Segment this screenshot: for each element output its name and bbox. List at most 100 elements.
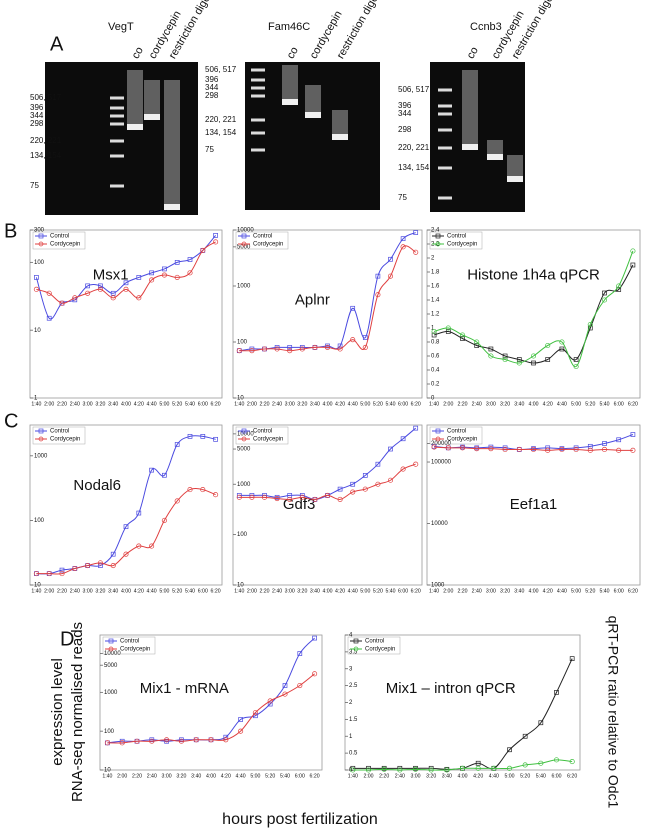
- y-tick-label: 1.5: [349, 717, 358, 723]
- x-tick-label: 1:40: [31, 588, 41, 594]
- plot-frame: [232, 424, 423, 586]
- data-point: [431, 444, 437, 450]
- data-point: [516, 357, 522, 362]
- data-point: [312, 344, 318, 350]
- x-tick-label: 4:00: [457, 773, 467, 779]
- data-point: [502, 353, 508, 359]
- data-point: [444, 767, 450, 773]
- legend-label: Control: [253, 429, 272, 435]
- legend-box: [235, 426, 289, 445]
- data-point: [488, 446, 494, 452]
- ladder-band: [251, 78, 265, 82]
- chart-title: Mix1 - mRNA: [140, 680, 229, 697]
- data-point: [350, 767, 356, 773]
- legend-label: Cordycepin: [253, 242, 283, 248]
- data-point: [324, 492, 331, 498]
- y-tick-label: 10: [237, 583, 244, 589]
- ladder-label: 396: [205, 75, 219, 84]
- data-point: [236, 348, 242, 354]
- data-point: [187, 487, 193, 493]
- y-tick-label: 1000: [237, 284, 251, 290]
- data-point: [261, 494, 268, 500]
- data-point: [522, 762, 528, 768]
- y-tick-label: 0.8: [431, 340, 440, 346]
- data-point: [337, 496, 343, 502]
- data-point: [123, 524, 129, 530]
- data-point: [149, 738, 155, 744]
- y-tick-label: 0.5: [349, 751, 358, 757]
- panel-letter: C: [4, 410, 18, 432]
- ladder-label: 506, 517: [398, 85, 430, 94]
- data-point: [491, 765, 497, 771]
- data-point: [72, 295, 78, 301]
- ladder-label: 220, 221: [205, 115, 237, 124]
- y-tick-label: 5000: [237, 244, 251, 250]
- x-tick-label: 6:00: [198, 401, 208, 407]
- x-tick-label: 5:20: [373, 401, 383, 407]
- data-point: [400, 466, 406, 472]
- data-point: [134, 738, 140, 744]
- legend-label: Cordycepin: [120, 647, 150, 653]
- data-point: [445, 329, 451, 334]
- data-point: [587, 325, 593, 331]
- data-point: [431, 332, 437, 338]
- x-tick-label: 4:00: [528, 401, 538, 407]
- data-point: [267, 701, 273, 707]
- data-point: [287, 348, 293, 354]
- y-tick-label: 1.2: [431, 312, 440, 318]
- ladder-label: 344: [205, 83, 219, 92]
- ladder-band: [251, 68, 265, 72]
- ladder-label: 344: [30, 111, 44, 120]
- x-tick-label: 4:20: [335, 401, 345, 407]
- x-tick-label: 3:40: [310, 401, 320, 407]
- data-point: [174, 442, 180, 447]
- gel-image: [245, 62, 380, 210]
- y-tick-label: 2.2: [431, 242, 440, 248]
- x-tick-label: 1:40: [429, 588, 439, 594]
- lane-smear: [164, 80, 180, 210]
- x-tick-label: 2:20: [57, 588, 67, 594]
- x-tick-label: 5:40: [185, 588, 195, 594]
- data-point: [474, 343, 480, 348]
- data-point: [238, 728, 244, 734]
- legend-box: [429, 426, 483, 445]
- x-tick-label: 6:20: [628, 588, 638, 594]
- data-point: [312, 635, 317, 641]
- ladder-band: [110, 106, 124, 110]
- x-tick-label: 5:20: [585, 401, 595, 407]
- legend-marker: [353, 646, 359, 652]
- data-point: [136, 510, 142, 516]
- ladder-band: [251, 94, 265, 98]
- fit-line: [434, 446, 633, 451]
- legend-label: Control: [50, 234, 69, 240]
- legend-marker: [38, 436, 44, 442]
- x-tick-label: 2:20: [457, 401, 467, 407]
- x-tick-label: 4:00: [528, 588, 538, 594]
- legend-label: Cordycepin: [447, 242, 477, 248]
- x-tick-label: 5:00: [360, 401, 370, 407]
- x-tick-label: 4:40: [557, 588, 567, 594]
- ladder-band: [438, 104, 452, 108]
- x-tick-label: 5:20: [265, 773, 275, 779]
- data-point: [573, 446, 579, 453]
- data-point: [252, 710, 258, 716]
- data-point: [282, 683, 288, 688]
- data-point: [187, 257, 193, 262]
- data-point: [282, 691, 288, 697]
- fit-line: [434, 434, 634, 450]
- data-point: [33, 571, 39, 577]
- data-point: [381, 766, 387, 772]
- ladder-label: 506, 517: [30, 93, 62, 102]
- x-tick-label: 3:00: [285, 588, 295, 594]
- ladder-label: 298: [30, 119, 44, 128]
- ladder-band: [438, 88, 452, 92]
- data-point: [569, 759, 575, 765]
- data-point: [149, 543, 155, 549]
- data-point: [488, 353, 494, 359]
- x-tick-label: 4:20: [335, 588, 345, 594]
- y-tick-label: 1: [349, 734, 353, 740]
- x-tick-label: 2:40: [472, 401, 482, 407]
- chart-title: Mix1 – intron qPCR: [386, 680, 516, 697]
- y-tick-label: 3: [349, 666, 353, 672]
